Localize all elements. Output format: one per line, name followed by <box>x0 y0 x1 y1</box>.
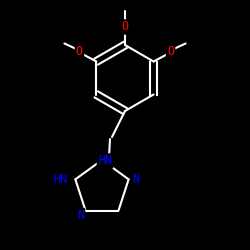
Text: O: O <box>122 20 128 34</box>
Text: N: N <box>132 173 139 186</box>
Text: HN: HN <box>53 173 67 186</box>
Text: O: O <box>167 45 174 58</box>
Text: O: O <box>76 45 83 58</box>
Text: HN: HN <box>98 154 112 168</box>
Text: N: N <box>77 209 84 222</box>
